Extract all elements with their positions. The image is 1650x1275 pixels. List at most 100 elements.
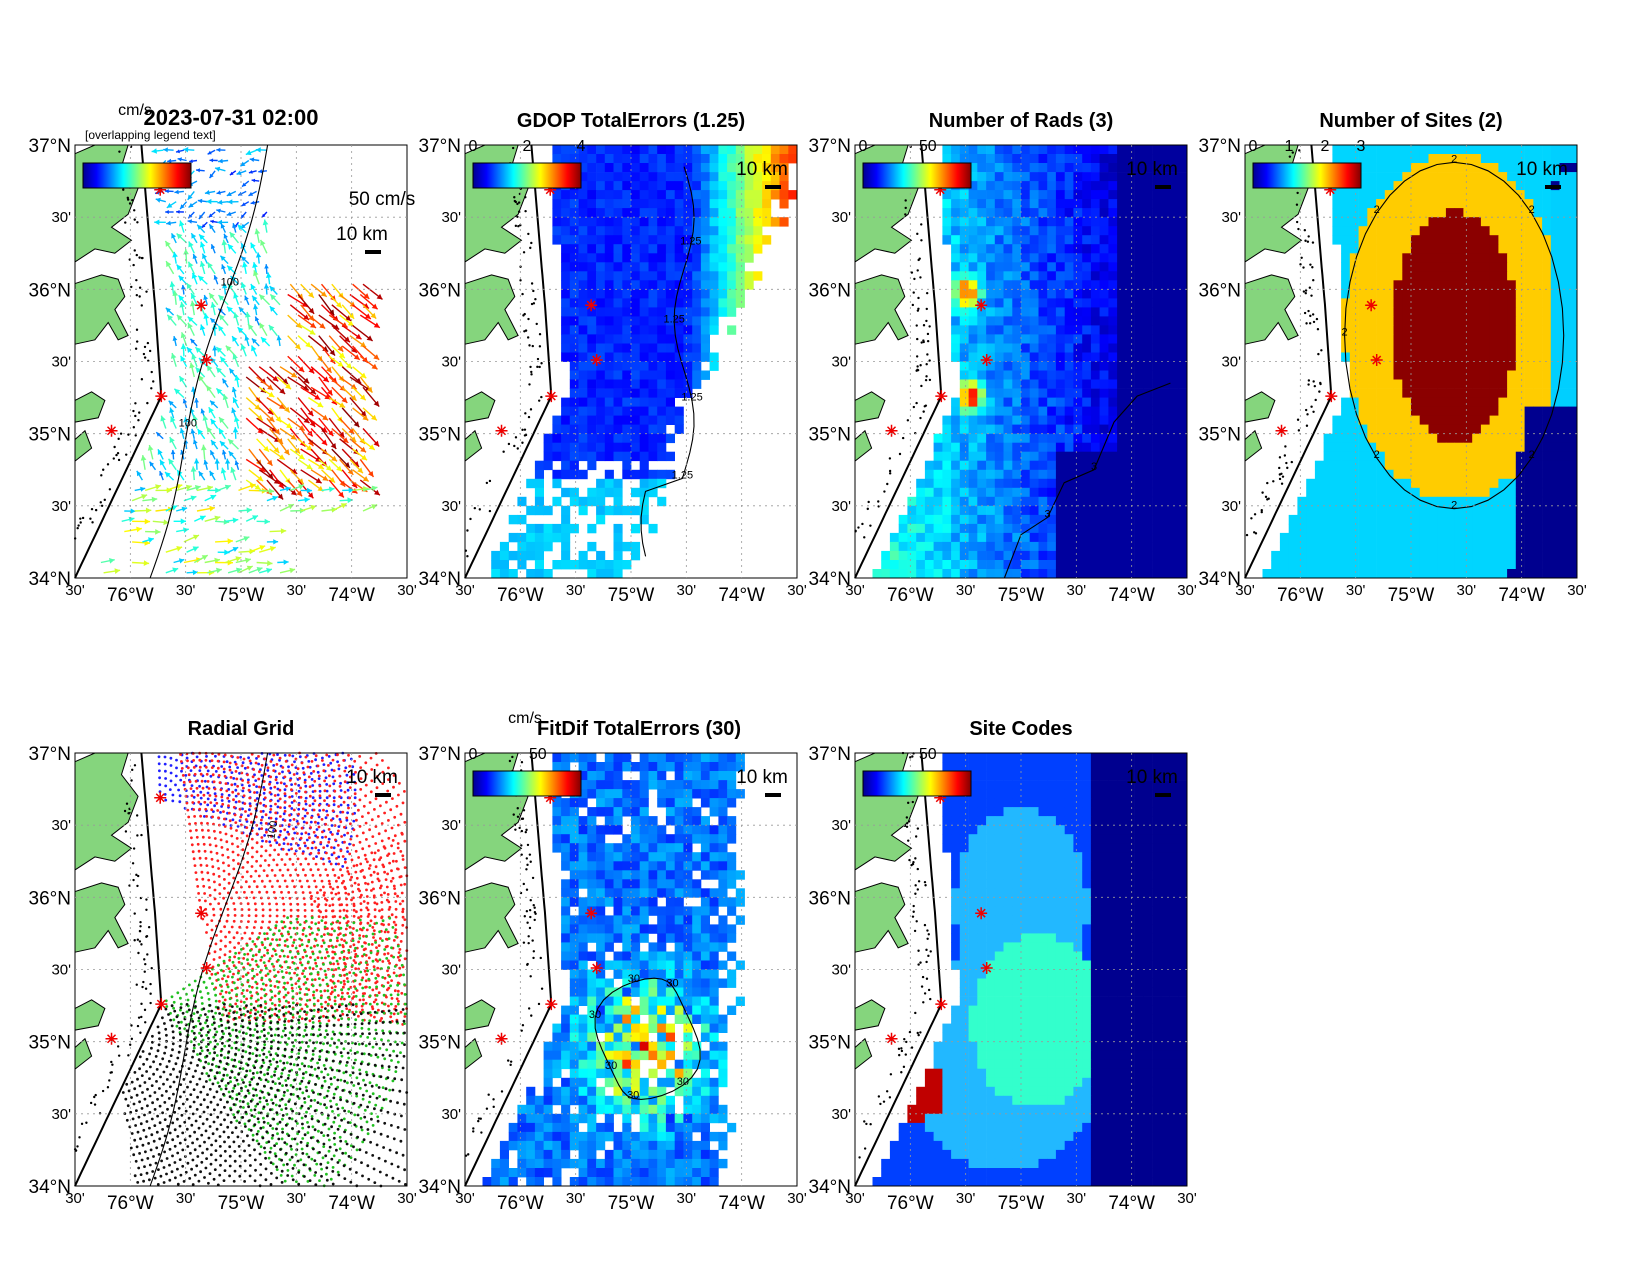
field-cell xyxy=(1524,253,1534,263)
field-cell xyxy=(1047,244,1057,254)
field-cell xyxy=(1428,460,1438,471)
field-cell xyxy=(1384,199,1394,209)
field-cell xyxy=(1524,163,1534,173)
field-cell xyxy=(648,379,658,389)
land-polygon xyxy=(74,274,129,345)
field-cell xyxy=(994,280,1004,290)
island-dot xyxy=(514,224,518,228)
island-dot xyxy=(524,196,527,199)
current-vector-head xyxy=(294,447,300,454)
island-dot xyxy=(904,213,907,216)
field-cell xyxy=(1559,325,1569,335)
field-cell xyxy=(1472,460,1482,471)
field-cell xyxy=(648,325,658,335)
field-cell xyxy=(1038,505,1048,516)
field-cell xyxy=(1332,550,1342,561)
field-cell xyxy=(1498,325,1508,335)
field-cell xyxy=(1542,460,1552,471)
field-cell xyxy=(1021,469,1031,480)
field-cell xyxy=(561,487,571,498)
field-cell xyxy=(1533,172,1543,182)
field-cell xyxy=(959,352,969,362)
field-cell xyxy=(1064,181,1074,191)
field-cell xyxy=(1411,289,1421,299)
field-cell xyxy=(613,235,623,245)
field-cell xyxy=(951,199,961,209)
colorbar-tick: 0 xyxy=(469,138,478,155)
field-cell xyxy=(779,154,789,164)
field-cell xyxy=(977,550,987,561)
field-cell xyxy=(1507,352,1517,362)
field-cell xyxy=(665,235,675,245)
field-cell xyxy=(1134,541,1144,552)
field-cell xyxy=(1117,397,1127,407)
field-cell xyxy=(1472,262,1482,272)
current-vector-head xyxy=(216,388,223,395)
field-cell xyxy=(1428,514,1438,525)
field-cell xyxy=(1402,163,1412,173)
field-cell xyxy=(1437,523,1447,534)
field-cell xyxy=(587,154,597,164)
field-cell xyxy=(700,307,710,317)
field-cell xyxy=(1125,514,1135,525)
field-cell xyxy=(578,298,588,308)
field-cell xyxy=(534,550,544,561)
field-cell xyxy=(1419,253,1429,263)
field-cell xyxy=(1143,569,1153,579)
field-cell xyxy=(1411,352,1421,362)
field-cell xyxy=(1550,343,1560,353)
field-cell xyxy=(1003,343,1013,353)
island-dot xyxy=(529,246,532,250)
field-cell xyxy=(735,199,745,209)
field-cell xyxy=(1288,523,1298,534)
field-cell xyxy=(1143,280,1153,290)
field-cell xyxy=(1472,469,1482,480)
field-cell xyxy=(1029,560,1039,570)
field-cell xyxy=(770,217,780,227)
field-cell xyxy=(977,442,987,453)
field-cell xyxy=(1498,244,1508,254)
island-dot xyxy=(863,536,866,539)
field-cell xyxy=(1358,172,1368,182)
field-cell xyxy=(959,388,969,398)
field-cell xyxy=(1003,271,1013,281)
field-cell xyxy=(959,469,969,480)
field-cell xyxy=(1533,307,1543,317)
field-cell xyxy=(1542,199,1552,209)
field-cell xyxy=(674,307,684,317)
field-cell xyxy=(1533,280,1543,290)
field-cell xyxy=(1055,181,1065,191)
field-cell xyxy=(762,190,772,200)
field-cell xyxy=(1117,505,1127,516)
field-cell xyxy=(657,451,667,462)
field-cell xyxy=(1169,172,1179,182)
current-vector-head xyxy=(166,261,172,268)
island-dot xyxy=(138,411,141,414)
field-cell xyxy=(1480,190,1490,200)
field-cell xyxy=(1038,334,1048,344)
current-vector-head xyxy=(298,425,305,431)
field-cell xyxy=(1524,514,1534,525)
island-dot xyxy=(140,304,143,307)
field-cell xyxy=(1550,478,1560,489)
field-cell xyxy=(1419,550,1429,561)
field-cell xyxy=(1160,550,1170,561)
field-cell xyxy=(552,415,562,425)
field-cell xyxy=(604,406,614,416)
field-cell xyxy=(1341,154,1351,164)
current-vector-head xyxy=(114,568,121,574)
field-cell xyxy=(1134,325,1144,335)
field-cell xyxy=(1047,163,1057,173)
field-cell xyxy=(1384,415,1394,425)
field-cell xyxy=(1498,172,1508,182)
island-dot xyxy=(922,324,926,327)
field-cell xyxy=(1160,226,1170,236)
field-cell xyxy=(1029,505,1039,516)
field-cell xyxy=(631,145,641,155)
field-cell xyxy=(1463,505,1473,516)
field-cell xyxy=(727,280,737,290)
field-cell xyxy=(1384,253,1394,263)
field-cell xyxy=(986,280,996,290)
field-cell xyxy=(569,460,579,471)
field-cell xyxy=(1419,451,1429,462)
